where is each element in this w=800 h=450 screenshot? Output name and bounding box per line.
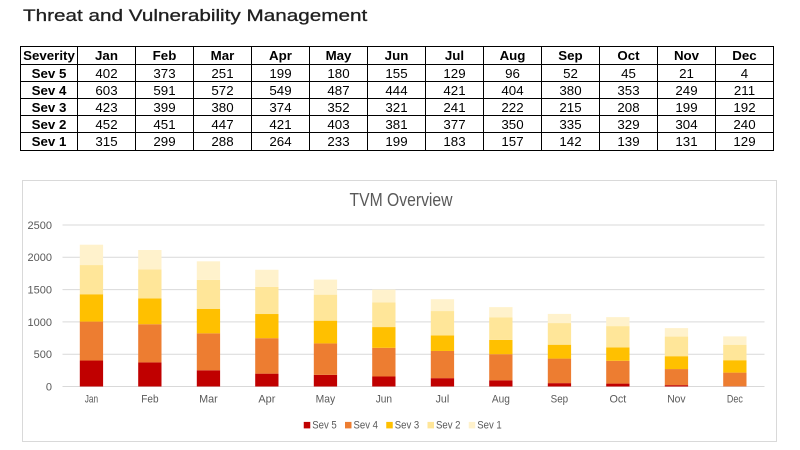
svg-text:Sev 5: Sev 5 (312, 420, 337, 432)
svg-text:Apr: Apr (258, 394, 275, 406)
svg-text:0: 0 (46, 381, 52, 393)
svg-text:Oct: Oct (610, 394, 627, 406)
svg-text:Jul: Jul (436, 394, 450, 406)
svg-text:Sep: Sep (551, 394, 569, 406)
svg-text:TVM Overview: TVM Overview (350, 190, 454, 210)
svg-text:Mar: Mar (199, 394, 218, 406)
svg-text:500: 500 (34, 349, 52, 361)
svg-text:Nov: Nov (667, 394, 686, 406)
svg-text:2500: 2500 (28, 220, 52, 232)
svg-text:Jun: Jun (376, 394, 392, 406)
svg-text:Jan: Jan (85, 394, 98, 406)
svg-text:May: May (316, 394, 336, 406)
svg-text:Sev 4: Sev 4 (354, 420, 379, 432)
svg-text:Feb: Feb (141, 394, 158, 406)
svg-text:1500: 1500 (28, 285, 52, 297)
svg-text:Aug: Aug (492, 394, 510, 406)
svg-text:Sev 2: Sev 2 (436, 420, 461, 432)
svg-text:Sev 3: Sev 3 (395, 420, 420, 432)
svg-text:Dec: Dec (727, 394, 743, 406)
svg-text:Sev 1: Sev 1 (477, 420, 502, 432)
svg-text:1000: 1000 (28, 317, 52, 329)
svg-text:2000: 2000 (28, 252, 52, 264)
